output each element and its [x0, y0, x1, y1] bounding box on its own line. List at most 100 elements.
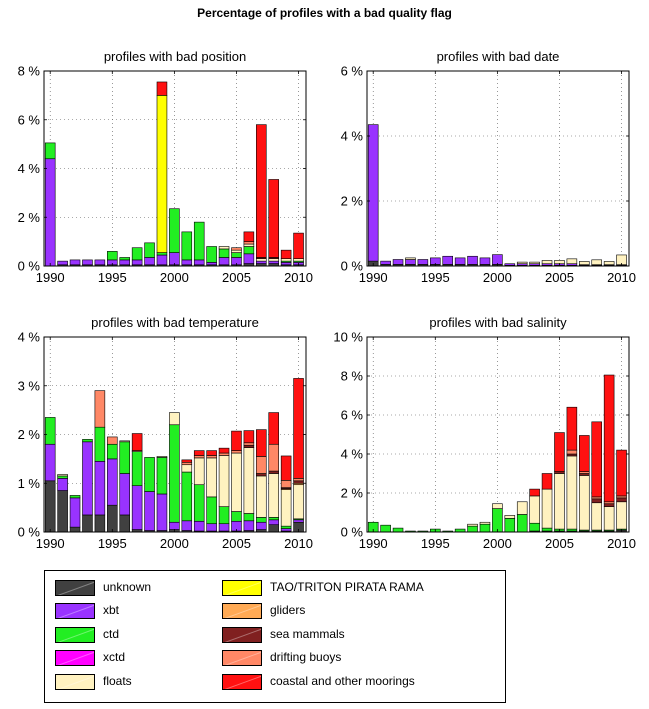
bar-bad-salinity-2010-floats [616, 501, 627, 530]
bar-bad-temperature-2008-coastal [268, 412, 279, 445]
bar-bad-temperature-1991-xbt [57, 478, 68, 491]
bar-bad-position-2008-floats [268, 258, 279, 262]
bar-bad-position-2000-xbt [169, 252, 180, 266]
bar-bad-temperature-2006-sea_mammals [243, 444, 255, 448]
bar-bad-temperature-1994-drifting [94, 390, 106, 428]
bar-bad-temperature-1996-xbt [119, 473, 130, 516]
x-tick-label-bad-temperature: 2000 [160, 536, 189, 551]
bar-bad-temperature-1991-floats [57, 474, 68, 477]
bar-bad-temperature-2001-ctd [181, 471, 193, 522]
bar-bad-temperature-1998-ctd [144, 457, 155, 492]
bar-bad-temperature-2010-floats [293, 484, 304, 520]
x-tick-label-bad-date: 2010 [607, 270, 636, 285]
bar-bad-salinity-2001-ctd [504, 518, 516, 533]
x-tick-label-bad-salinity: 2000 [483, 536, 512, 551]
bar-bad-position-1999-xbt [156, 254, 168, 266]
bar-bad-temperature-2001-xbt [181, 520, 193, 531]
bar-bad-position-2003-ctd [206, 246, 217, 263]
bar-bad-temperature-1996-floats [119, 440, 130, 443]
bar-bad-salinity-2004-coastal [541, 473, 553, 490]
x-tick-label-bad-salinity: 2010 [607, 536, 636, 551]
bar-bad-salinity-2008-floats [591, 502, 602, 531]
y-tick-label-bad-position: 0 % [18, 259, 41, 274]
bar-bad-position-2006-ctd [243, 246, 255, 255]
bar-bad-position-2008-xbt [268, 260, 279, 264]
bar-bad-temperature-1990-unknown [44, 480, 56, 533]
y-tick-label-bad-position: 8 % [18, 64, 41, 79]
bar-bad-position-2010-floats [293, 258, 304, 262]
panel-bad-salinity: 1990 1995 2000 2005 2010 0 % 2 % 4 % 6 % 8 % 10 % p… [333, 315, 636, 551]
legend-label-floats: floats [103, 673, 132, 688]
bar-bad-date-1994-xbt [417, 259, 429, 265]
bar-bad-salinity-2003-floats [529, 495, 540, 524]
bar-bad-temperature-2009-ctd [280, 525, 292, 529]
x-tick-label-bad-position: 1990 [36, 270, 65, 285]
plot-area-bad-salinity [367, 337, 629, 532]
legend-label-unknown: unknown [103, 580, 152, 594]
bar-bad-temperature-2005-drifting [231, 450, 242, 454]
bar-bad-temperature-2003-floats [206, 457, 217, 498]
bar-bad-salinity-1998-ctd [467, 525, 478, 533]
bar-bad-temperature-2009-floats [280, 489, 292, 527]
y-tick-label-bad-salinity: 4 % [341, 447, 364, 462]
bar-bad-position-1998-ctd [144, 242, 155, 258]
x-tick-label-bad-date: 1995 [421, 270, 450, 285]
bar-bad-position-1997-xbt [131, 259, 143, 266]
bar-bad-temperature-2007-sea_mammals [256, 473, 267, 477]
bar-bad-temperature-1991-unknown [57, 490, 68, 533]
bar-bad-position-2006-floats [243, 243, 255, 247]
panel-bad-position: 1990 1995 2000 2005 2010 0 % 2 % 4 % 6 % 8 % profi… [18, 49, 313, 285]
bar-bad-salinity-2010-sea_mammals [616, 497, 627, 503]
bar-bad-position-2006-coastal [243, 231, 255, 242]
legend-label-xbt: xbt [103, 603, 120, 618]
bar-bad-position-1996-ctd [119, 257, 130, 261]
bar-bad-date-1997-xbt [454, 257, 466, 265]
bar-bad-position-1999-ctd [156, 252, 168, 256]
bar-bad-temperature-2001-floats [181, 464, 193, 473]
legend-swatch-gliders [222, 603, 262, 620]
bar-bad-date-1991-xbt [380, 260, 391, 265]
bar-bad-position-2005-drifting [231, 247, 242, 251]
bar-bad-temperature-1992-ctd [69, 495, 81, 499]
x-tick-label-bad-salinity: 1990 [359, 536, 388, 551]
x-tick-label-bad-position: 2000 [160, 270, 189, 285]
bar-bad-date-2007-floats [579, 261, 590, 266]
legend-label-gliders: gliders [270, 603, 306, 618]
bar-bad-temperature-1996-unknown [119, 514, 130, 533]
bar-bad-position-2007-floats [256, 258, 267, 262]
bar-bad-temperature-2006-drifting [243, 442, 255, 446]
bar-bad-date-2009-floats [603, 261, 615, 266]
y-tick-label-bad-temperature: 4 % [18, 330, 41, 345]
bar-bad-temperature-2000-xbt [169, 521, 180, 530]
bar-bad-temperature-2009-drifting [280, 480, 292, 488]
x-tick-label-bad-date: 1990 [359, 270, 388, 285]
bar-bad-temperature-2004-ctd [218, 506, 230, 525]
bar-bad-date-2001-xbt [504, 263, 516, 266]
bar-bad-date-2008-floats [591, 259, 602, 266]
x-tick-label-bad-temperature: 2010 [284, 536, 313, 551]
bar-bad-temperature-1997-ctd [131, 451, 143, 486]
bar-bad-temperature-2008-floats [268, 473, 279, 518]
bar-bad-salinity-1992-ctd [392, 527, 404, 533]
bar-bad-date-1993-floats [405, 257, 416, 260]
bar-bad-temperature-2004-floats [218, 455, 230, 507]
bar-bad-temperature-1995-unknown [107, 504, 118, 533]
bar-bad-salinity-2003-coastal [529, 488, 540, 497]
bar-bad-temperature-2008-unknown [268, 524, 279, 533]
bar-bad-temperature-2006-xbt [243, 520, 255, 531]
bar-bad-temperature-2000-ctd [169, 424, 180, 523]
bar-bad-temperature-2008-sea_mammals [268, 470, 279, 474]
x-tick-label-bad-position: 2010 [284, 270, 313, 285]
panel-title-bad-salinity: profiles with bad salinity [429, 315, 567, 330]
bar-bad-position-2005-floats [231, 249, 242, 253]
legend-label-drifting-buoys: drifting buoys [270, 650, 342, 665]
bar-bad-temperature-2008-drifting [268, 443, 279, 472]
bar-bad-position-1990-ctd [44, 142, 56, 160]
y-tick-label-bad-temperature: 3 % [18, 378, 41, 393]
bar-bad-position-2001-ctd [181, 231, 193, 261]
bar-bad-temperature-1998-xbt [144, 491, 155, 531]
bar-bad-position-1996-xbt [119, 259, 130, 266]
bar-bad-position-2004-floats [218, 246, 230, 250]
bar-bad-temperature-2003-coastal [206, 450, 217, 456]
bar-bad-temperature-1995-xbt [107, 458, 118, 506]
